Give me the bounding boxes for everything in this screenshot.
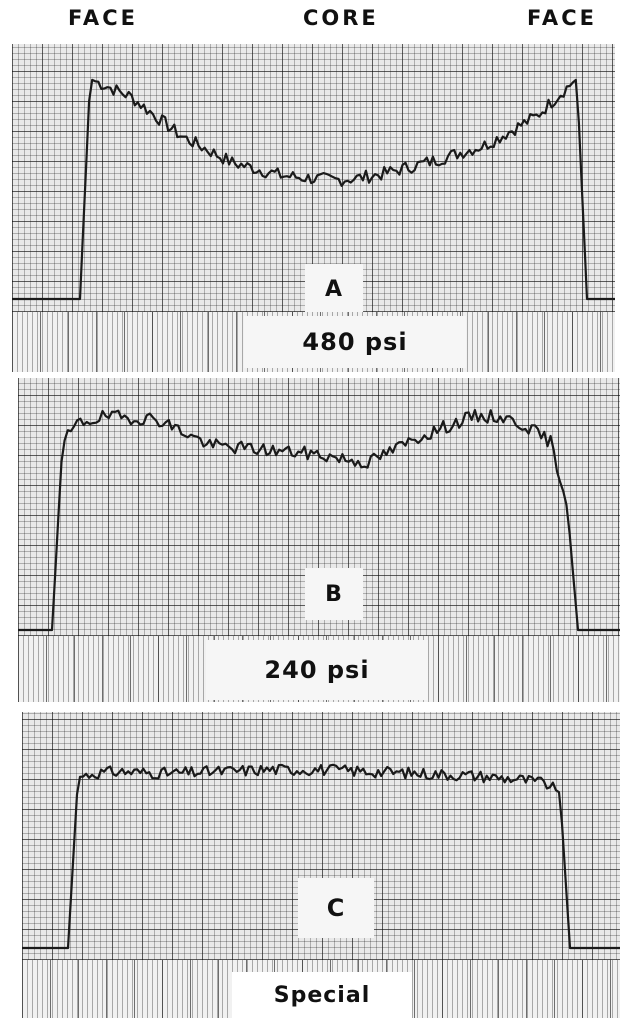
chart-panel-b: B [18,378,620,636]
face-right-label: FACE [527,6,597,30]
density-trace-b [18,408,620,632]
chart-a-pressure-label: 480 psi [244,316,466,368]
chart-b-pressure-label: 240 psi [206,640,428,700]
face-left-label: FACE [68,6,138,30]
chart-c-plot [22,763,620,950]
chart-a-letter: A [305,264,363,312]
core-label: CORE [303,6,379,30]
chart-c-pressure-label: Special [232,972,412,1018]
density-trace-c [22,763,620,950]
chart-panel-c: C [22,712,620,960]
chart-a-plot [12,78,615,301]
chart-panel-a: A [12,44,615,312]
chart-c-letter: C [298,878,374,938]
chart-b-letter: B [305,568,363,620]
chart-b-plot [18,408,620,632]
density-trace-a [12,78,615,301]
